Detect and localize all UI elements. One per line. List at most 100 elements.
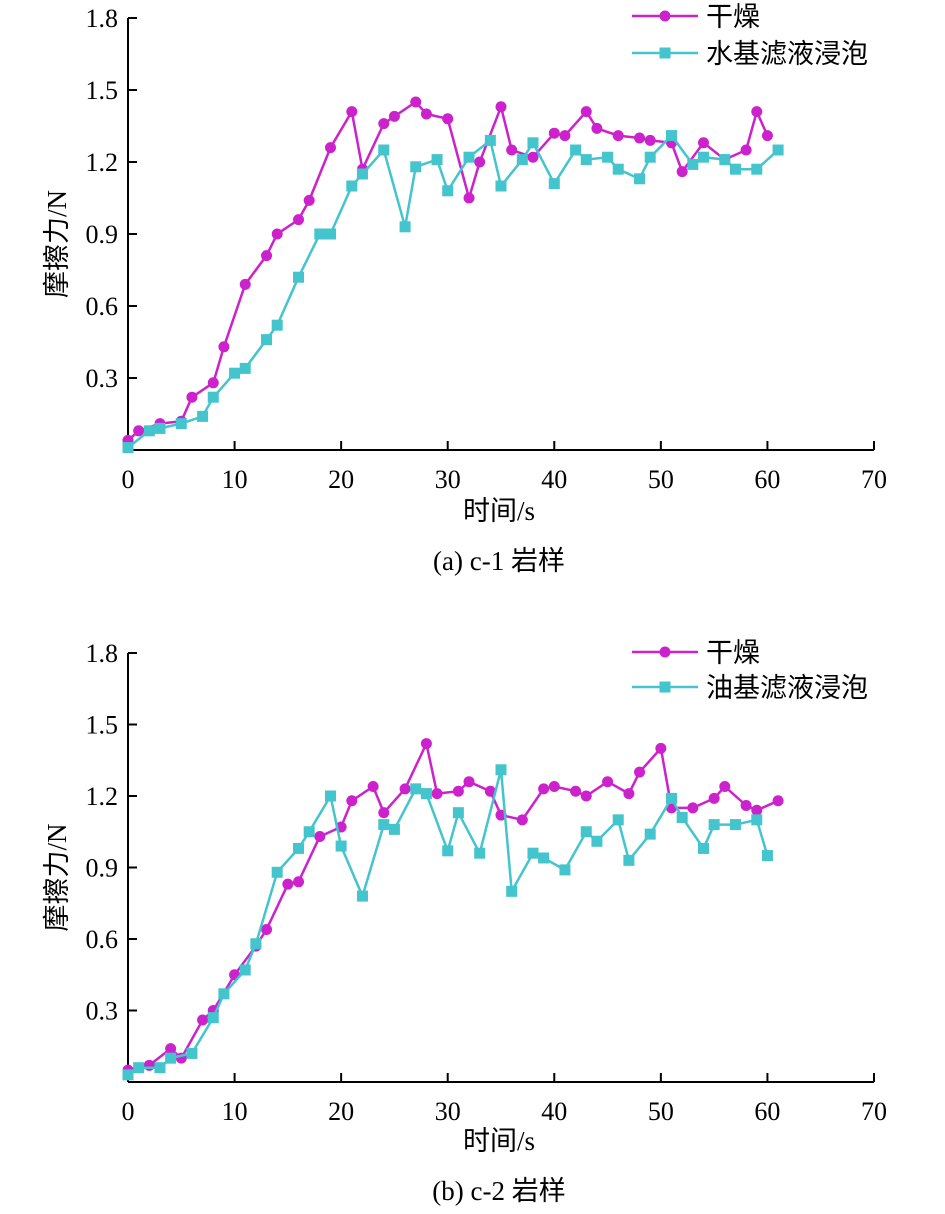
chart-1-x-tick-label: 70 bbox=[861, 1097, 887, 1126]
chart-1-point-soaked bbox=[761, 850, 773, 862]
chart-1-point-dry bbox=[420, 738, 432, 750]
chart-0-point-dry bbox=[303, 194, 315, 206]
chart-0-point-dry bbox=[346, 106, 358, 118]
chart-0-point-dry bbox=[548, 127, 560, 139]
chart-1-point-soaked bbox=[388, 823, 400, 835]
chart-0-legend-marker-square bbox=[659, 47, 671, 59]
chart-0-x-tick-label: 20 bbox=[328, 465, 354, 494]
chart-0-point-soaked bbox=[751, 163, 763, 175]
chart-0-point-soaked bbox=[271, 319, 283, 331]
chart-1-point-dry bbox=[570, 785, 582, 797]
chart-0-point-soaked bbox=[229, 367, 241, 379]
chart-0-point-soaked bbox=[346, 180, 358, 192]
chart-0-point-dry bbox=[207, 377, 219, 389]
chart-panel-b: 0 10 20 30 40 50 60 70 0.3 0.6 0.9 1.2 1.5 1.8 时间/s 摩擦力… bbox=[42, 638, 887, 1206]
chart-0-point-soaked bbox=[399, 221, 411, 233]
chart-1-point-soaked bbox=[612, 814, 624, 826]
chart-0-y-tick-label: 0.3 bbox=[86, 364, 119, 393]
chart-1-legend-label: 油基滤液浸泡 bbox=[706, 673, 868, 704]
chart-0-point-dry bbox=[559, 130, 571, 142]
chart-1-point-dry bbox=[346, 795, 358, 807]
chart-0-point-dry bbox=[186, 391, 198, 403]
chart-panel-a: 0 10 20 30 40 50 60 70 0.3 0.6 0.9 1.2 1.5 1.8 时间/s 摩擦力… bbox=[42, 2, 887, 576]
chart-1-point-soaked bbox=[442, 845, 454, 857]
chart-1-point-soaked bbox=[207, 1012, 219, 1024]
chart-1-point-soaked bbox=[410, 783, 422, 795]
chart-1-y-tick-label: 0.9 bbox=[86, 854, 119, 883]
chart-0-point-dry bbox=[676, 166, 688, 178]
chart-0-point-dry bbox=[580, 106, 592, 118]
chart-0-point-soaked bbox=[431, 154, 443, 166]
chart-0-point-soaked bbox=[207, 391, 219, 403]
chart-1-point-soaked bbox=[239, 964, 251, 976]
chart-1-point-soaked bbox=[452, 807, 464, 819]
chart-0-point-soaked bbox=[378, 144, 390, 156]
chart-0-point-soaked bbox=[697, 151, 709, 163]
chart-1-point-dry bbox=[399, 783, 411, 795]
chart-0-y-tick-label: 0.6 bbox=[86, 292, 119, 321]
chart-0-point-soaked bbox=[314, 228, 326, 240]
chart-1-point-dry bbox=[484, 785, 496, 797]
chart-1-point-soaked bbox=[729, 819, 741, 831]
chart-1-point-soaked bbox=[271, 866, 283, 878]
chart-1-point-dry bbox=[282, 878, 294, 890]
chart-1-x-tick-label: 50 bbox=[648, 1097, 674, 1126]
chart-0-point-dry bbox=[740, 144, 752, 156]
chart-0-point-soaked bbox=[484, 134, 496, 146]
chart-1-series-line-soaked bbox=[127, 769, 769, 1076]
chart-1-point-dry bbox=[580, 790, 592, 802]
chart-0-point-soaked bbox=[644, 151, 656, 163]
chart-1-point-dry bbox=[708, 792, 720, 804]
chart-1-point-soaked bbox=[697, 842, 709, 854]
chart-0-x-tick-label: 60 bbox=[754, 465, 780, 494]
chart-1-point-dry bbox=[687, 802, 699, 814]
chart-0-point-dry bbox=[495, 101, 507, 113]
chart-0-point-soaked bbox=[154, 422, 166, 434]
chart-1-y-axis-title: 摩擦力/N bbox=[42, 824, 72, 932]
chart-0-x-axis-title: 时间/s bbox=[463, 496, 535, 526]
chart-0-point-soaked bbox=[729, 163, 741, 175]
chart-1-point-soaked bbox=[580, 826, 592, 838]
chart-0-point-soaked bbox=[356, 168, 368, 180]
chart-1-point-dry bbox=[602, 776, 614, 788]
chart-0-point-soaked bbox=[410, 161, 422, 173]
chart-1-point-soaked bbox=[527, 847, 539, 859]
chart-1-point-soaked bbox=[324, 790, 336, 802]
chart-1-point-soaked bbox=[133, 1062, 145, 1074]
chart-1-legend-label: 干燥 bbox=[706, 638, 760, 669]
chart-1-point-dry bbox=[548, 780, 560, 792]
chart-1-x-tick-label: 60 bbox=[754, 1097, 780, 1126]
chart-0-point-dry bbox=[442, 113, 454, 125]
chart-0-point-dry bbox=[761, 130, 773, 142]
chart-0-point-soaked bbox=[516, 154, 528, 166]
chart-0-point-soaked bbox=[239, 362, 251, 374]
chart-1-point-dry bbox=[740, 800, 752, 812]
chart-0-y-tick-label: 0.9 bbox=[86, 220, 119, 249]
chart-0-point-dry bbox=[239, 278, 251, 290]
chart-0-point-soaked bbox=[261, 334, 273, 346]
chart-1-point-dry bbox=[538, 783, 550, 795]
chart-0-point-dry bbox=[388, 110, 400, 122]
chart-0-point-dry bbox=[324, 142, 336, 154]
chart-0-y-tick-label: 1.5 bbox=[86, 76, 119, 105]
chart-1-legend-marker-circle bbox=[659, 646, 671, 658]
chart-1-point-soaked bbox=[559, 864, 571, 876]
chart-1-point-dry bbox=[314, 831, 326, 843]
chart-1-x-tick-label: 20 bbox=[328, 1097, 354, 1126]
chart-1-point-dry bbox=[516, 814, 528, 826]
chart-0-point-soaked bbox=[495, 180, 507, 192]
chart-1-point-soaked bbox=[303, 826, 315, 838]
chart-0-point-soaked bbox=[143, 425, 155, 437]
chart-0-point-soaked bbox=[197, 410, 209, 422]
chart-1-point-dry bbox=[634, 766, 646, 778]
chart-0-point-dry bbox=[634, 132, 646, 144]
chart-0-x-tick-label: 40 bbox=[541, 465, 567, 494]
chart-0-x-tick-label: 10 bbox=[222, 465, 248, 494]
chart-1-point-dry bbox=[367, 780, 379, 792]
chart-1-point-dry bbox=[623, 788, 635, 800]
chart-0-point-soaked bbox=[175, 418, 187, 430]
chart-0-caption: (a) c-1 岩样 bbox=[433, 546, 565, 576]
chart-0-x-tick-label: 30 bbox=[435, 465, 461, 494]
chart-0-y-tick-label: 1.2 bbox=[86, 148, 119, 177]
